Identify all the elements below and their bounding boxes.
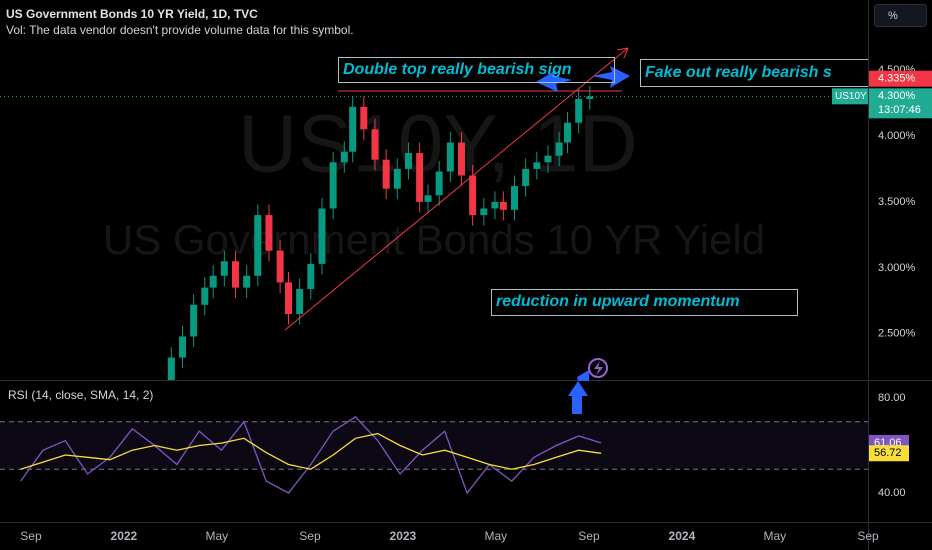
candle-body: [243, 275, 251, 288]
price-badge: [869, 70, 932, 87]
x-tick-label: 2022: [111, 529, 138, 543]
candle-body: [416, 153, 424, 202]
candle-body: [499, 201, 507, 210]
percent-scale-label: %: [888, 10, 898, 22]
candle-body: [167, 357, 175, 380]
candle-body: [424, 195, 432, 202]
candle-body: [190, 304, 198, 337]
candle-body: [254, 215, 262, 276]
candle-body: [329, 162, 337, 209]
candle-body: [446, 142, 454, 172]
rsi-line: [20, 432, 602, 470]
candle-body: [555, 142, 563, 156]
y-tick-label: 3.500%: [878, 196, 916, 208]
annotation-box: [491, 289, 798, 316]
x-tick-label: Sep: [20, 529, 42, 543]
symbol-tag: US10Y: [835, 91, 867, 102]
x-tick-label: May: [484, 529, 507, 543]
candle-body: [349, 106, 357, 152]
candle-body: [469, 175, 477, 216]
candle-body: [544, 155, 552, 163]
candle-body: [510, 186, 518, 210]
candle-body: [209, 275, 217, 288]
y-tick-label: 2.500%: [878, 328, 916, 340]
candle-body: [522, 168, 530, 187]
symbol-title: US Government Bonds 10 YR Yield, 1D, TVC: [6, 7, 258, 21]
rsi-title: RSI (14, close, SMA, 14, 2): [8, 388, 153, 402]
bar-countdown: 13:07:46: [878, 104, 921, 116]
rsi-line: [20, 416, 602, 495]
drawings: Double top really bearish sign Fake out …: [284, 47, 868, 378]
momentum-arrow-up: [568, 381, 588, 414]
watermark-layer: US10Y, 1D US Government Bonds 10 YR Yiel…: [103, 99, 765, 263]
watermark-name: US Government Bonds 10 YR Yield: [103, 216, 765, 263]
candle-body: [480, 208, 488, 216]
candle-body: [360, 106, 368, 130]
symbol-tag-box: [832, 88, 868, 105]
candle-body: [201, 287, 209, 305]
price-badge-label: 4.335%: [878, 73, 916, 85]
candle-body: [220, 261, 228, 276]
candle-body: [575, 98, 583, 123]
candle-body: [284, 282, 292, 315]
y-tick-label: 80.00: [878, 392, 906, 404]
x-tick-label: Sep: [578, 529, 600, 543]
price-pane: [167, 85, 594, 380]
candle-body: [435, 171, 443, 196]
candle-body: [586, 96, 594, 99]
y-tick-label: 4.000%: [878, 130, 916, 142]
candle-body: [564, 122, 572, 143]
candle-body: [371, 129, 379, 160]
x-tick-label: May: [205, 529, 228, 543]
x-tick-label: 2023: [390, 529, 417, 543]
price-badge-label: 4.300%: [878, 90, 916, 102]
candle-body: [178, 336, 186, 358]
candle-body: [340, 151, 348, 163]
candle-body: [265, 215, 273, 251]
candle-body: [231, 261, 239, 288]
candle-body: [382, 159, 390, 189]
x-tick-label: Sep: [857, 529, 879, 543]
candle-body: [318, 208, 326, 264]
annotation: Double top really bearish sign: [343, 61, 572, 78]
y-tick-label: 3.000%: [878, 262, 916, 274]
rsi-band-fill: [0, 421, 868, 470]
rsi-pane: [0, 416, 868, 495]
candle-body: [276, 250, 284, 283]
arrow-left: [536, 70, 572, 92]
percent-scale-button[interactable]: [874, 4, 927, 27]
candle-body: [491, 201, 499, 209]
alert-bolt: [594, 361, 603, 376]
candle-body: [457, 142, 465, 176]
candle-body: [307, 263, 315, 289]
arrow-right: [592, 66, 630, 88]
x-tick-label: 2024: [669, 529, 696, 543]
annotation-box: [640, 59, 868, 87]
x-tick-label: May: [763, 529, 786, 543]
candle-body: [296, 288, 304, 315]
volume-note: Vol: The data vendor doesn't provide vol…: [6, 23, 354, 37]
annotation-box: [338, 57, 615, 83]
annotation: Fake out really bearish s: [645, 64, 832, 81]
candle-body: [393, 168, 401, 189]
alert-icon[interactable]: [588, 358, 608, 378]
trend-line: [284, 47, 629, 331]
candle-body: [533, 162, 541, 169]
y-tick-label: 40.00: [878, 487, 906, 499]
price-badge: [869, 88, 932, 119]
value-badge: [869, 445, 909, 462]
candle-body: [404, 153, 412, 169]
annotation: reduction in upward momentum: [496, 293, 740, 310]
value-badge-label: 56.72: [874, 447, 902, 459]
x-tick-label: Sep: [299, 529, 321, 543]
trend-arrow-head: [616, 47, 629, 59]
